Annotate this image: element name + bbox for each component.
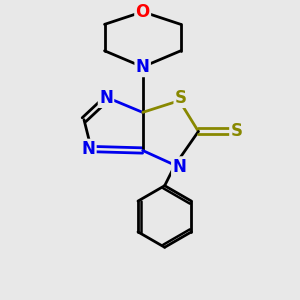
Text: N: N bbox=[99, 89, 113, 107]
Text: S: S bbox=[175, 89, 187, 107]
Text: N: N bbox=[136, 58, 150, 76]
Text: N: N bbox=[172, 158, 186, 175]
Text: S: S bbox=[230, 122, 242, 140]
Text: O: O bbox=[136, 3, 150, 21]
Text: N: N bbox=[82, 140, 95, 158]
